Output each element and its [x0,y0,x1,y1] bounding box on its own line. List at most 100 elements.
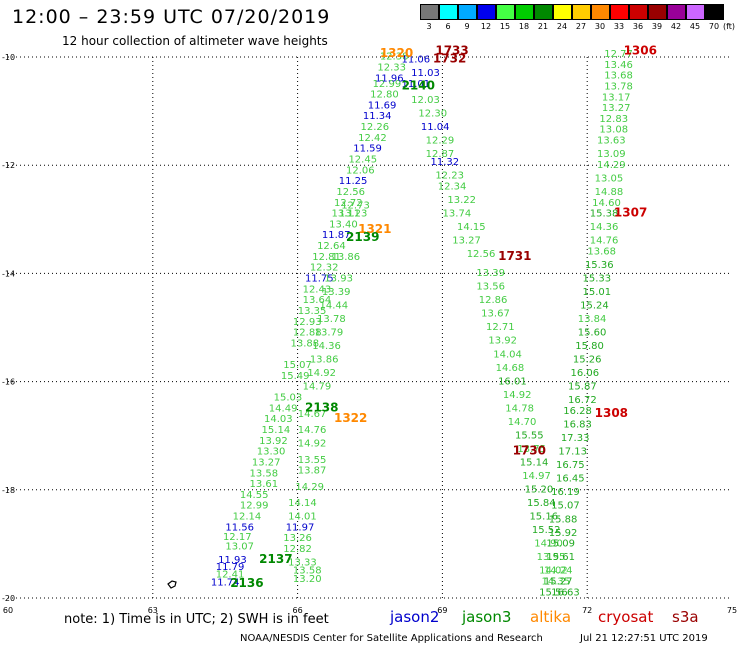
satellite-cryosat: cryosat [598,608,654,626]
wave-height-value: 14.92 [503,390,532,401]
wave-height-value: 13.20 [293,574,322,585]
time-label: 1321 [358,222,391,236]
wave-height-value: 16.19 [551,487,580,498]
legend-label: 27 [575,22,587,31]
footer-credit: NOAA/NESDIS Center for Satellite Applica… [240,633,543,644]
wave-height-value: 15.33 [583,274,612,285]
legend-label: 42 [670,22,682,31]
island-marker [167,580,177,589]
legend-label: 24 [556,22,568,31]
wave-height-value: 13.68 [587,246,616,257]
wave-height-value: 16.75 [556,460,585,471]
legend-swatch [496,4,515,20]
wave-height-value: 15.36 [585,260,614,271]
wave-height-value: 15.87 [568,382,597,393]
legend-swatch [705,4,724,20]
wave-height-value: 12.86 [479,295,508,306]
wave-height-value: 12.29 [426,136,455,147]
legend-label: 9 [464,22,470,31]
wave-height-value: 12.14 [233,512,262,523]
legend-swatch [610,4,629,20]
wave-height-value: 12.93 [293,317,322,328]
legend-label: 3 [426,22,432,31]
wave-height-value: 15.92 [549,528,578,539]
legend-swatch [686,4,705,20]
wave-height-value: 12.88 [293,328,322,339]
lat-label: -20 [2,594,15,603]
legend-label: 6 [445,22,451,31]
wave-height-value: 15.07 [283,360,312,371]
wave-height-value: 13.07 [225,541,254,552]
wave-height-value: 12.23 [435,171,464,182]
wave-height-value: 14.02 [539,566,568,577]
wave-height-value: 13.78 [604,81,633,92]
wave-height-value: 13.68 [604,71,633,82]
wave-height-value: 11.79 [216,562,245,573]
legend-swatch [420,4,439,20]
wave-height-value: 13.08 [599,125,628,136]
lon-label: 72 [582,606,592,615]
satellite-jason2: jason2 [390,608,440,626]
wave-height-value: 11.59 [353,144,382,155]
wave-height-value: 14.70 [508,417,537,428]
legend-swatch [667,4,686,20]
wave-height-value: 16.01 [498,376,527,387]
wave-height-value: 12.43 [303,284,332,295]
wave-height-value: 11.25 [339,176,368,187]
wave-height-value: 13.63 [597,136,626,147]
time-label: 1320 [380,46,413,60]
legend-label: 18 [518,22,530,31]
wave-height-value: 11.56 [225,522,254,533]
time-label: 1308 [595,406,628,420]
time-label: 1307 [614,206,647,220]
wave-height-value: 15.24 [580,301,609,312]
wave-height-value: 16.06 [570,368,599,379]
legend-label: 36 [632,22,644,31]
wave-height-value: 13.74 [443,209,472,220]
wave-height-value: 13.61 [249,479,278,490]
wave-height-value: 11.96 [375,73,404,84]
lat-lon-grid [8,56,732,599]
wave-height-value: 15.14 [520,457,549,468]
wave-height-value: 12.33 [377,63,406,74]
wave-height-value: 13.05 [595,173,624,184]
wave-height-value: 13.84 [578,314,607,325]
wave-height-value: 14.01 [288,512,317,523]
wave-height-value: 15.20 [525,485,554,496]
wave-height-value: 13.11 [332,209,361,220]
wave-height-value: 12.32 [310,263,339,274]
wave-height-value: 14.35 [542,576,571,587]
wave-height-value: 13.56 [476,282,505,293]
wave-height-value: 13.30 [257,447,286,458]
wave-height-value: 13.92 [259,436,288,447]
wave-height-value: 13.93 [324,274,353,285]
wave-height-value: 11.01 [402,79,431,90]
legend-label: 45 [689,22,701,31]
wave-height-value: 15.07 [551,501,580,512]
lon-label: 75 [727,606,737,615]
wave-height-value: 15.27 [544,576,573,587]
wave-height-value: 12.34 [438,182,467,193]
wave-height-value: 15.52 [532,525,561,536]
wave-height-value: 14.79 [303,382,332,393]
wave-height-value: 15.03 [274,393,303,404]
wave-height-value: 15.09 [546,539,575,550]
footer-timestamp: Jul 21 12:27:51 UTC 2019 [580,633,708,644]
wave-height-value: 14.03 [264,414,293,425]
time-label: 2139 [346,230,379,244]
wave-height-value: 14.97 [522,471,551,482]
wave-height-value: 14.44 [319,301,348,312]
legend-swatch [572,4,591,20]
wave-height-value: 14.36 [590,222,619,233]
wave-height-value: 12.99 [240,501,269,512]
wave-height-value: 16.63 [551,587,580,598]
wave-height-value: 15.01 [583,287,612,298]
wave-height-value: 13.95 [537,552,566,563]
time-label: 1322 [334,411,367,425]
satellite-altika: altika [530,608,572,626]
wave-height-value: 14.76 [590,236,619,247]
wave-height-value: 12.30 [418,109,447,120]
